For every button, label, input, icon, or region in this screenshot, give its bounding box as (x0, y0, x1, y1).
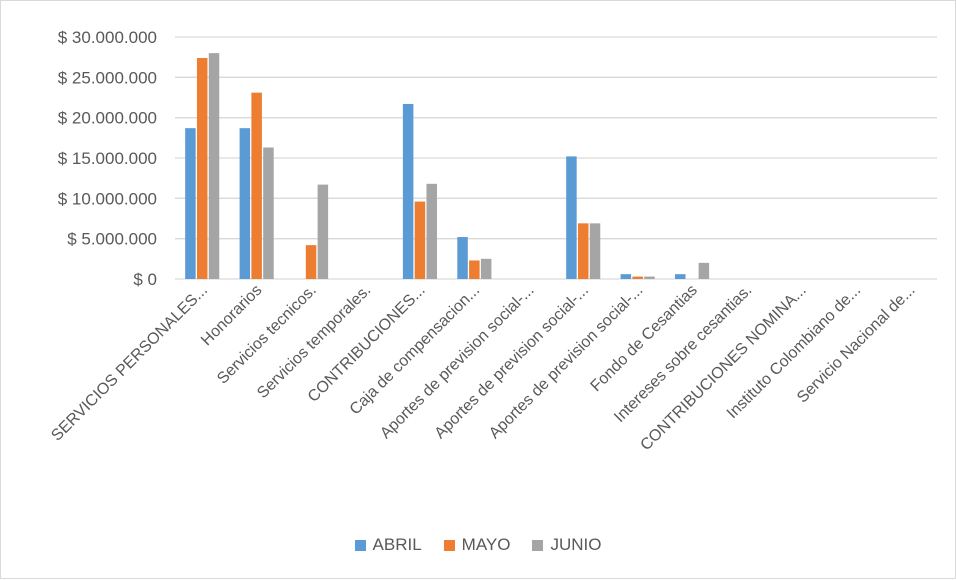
y-tick-label: $ 5.000.000 (67, 230, 157, 249)
y-tick-label: $ 25.000.000 (58, 68, 157, 87)
bar-abril (402, 103, 414, 279)
bar-junio (208, 53, 220, 280)
bar-mayo (251, 92, 262, 279)
bar-mayo (469, 260, 480, 279)
y-tick-label: $ 15.000.000 (58, 149, 157, 168)
bar-junio (263, 147, 274, 279)
bar-mayo (577, 223, 589, 279)
legend-item-mayo: MAYO (443, 535, 511, 555)
bar-abril (620, 274, 632, 279)
bar-junio (589, 223, 601, 279)
bar-abril (566, 156, 577, 279)
bar-junio (317, 184, 329, 279)
legend: ABRIL MAYO JUNIO (0, 533, 956, 557)
legend-swatch (443, 539, 455, 551)
bar-junio (644, 276, 655, 279)
y-tick-label: $ 30.000.000 (58, 28, 157, 47)
legend-label: JUNIO (550, 535, 602, 554)
bar-abril (239, 128, 251, 279)
bar-junio (698, 262, 710, 279)
bar-junio (426, 183, 437, 279)
y-tick-label: $ 20.000.000 (58, 109, 157, 128)
bar-junio (480, 258, 492, 279)
legend-label: MAYO (461, 535, 511, 554)
legend-item-junio: JUNIO (532, 535, 601, 555)
legend-swatch (354, 539, 366, 551)
legend-item-abril: ABRIL (354, 535, 422, 555)
y-tick-label: $ 10.000.000 (58, 189, 157, 208)
legend-swatch (532, 539, 544, 551)
bar-mayo (196, 57, 208, 280)
legend-label: ABRIL (372, 535, 422, 554)
category-label: Servicios tecnicos. (214, 282, 320, 388)
bar-abril (185, 128, 196, 279)
bar-mayo (305, 245, 317, 279)
bar-mayo (414, 201, 426, 279)
bar-abril (675, 274, 686, 279)
y-tick-label: $ 0 (133, 270, 157, 289)
category-label: Fondo de Cesantias (588, 282, 701, 395)
bar-mayo (632, 276, 643, 279)
bar-abril (457, 237, 468, 279)
category-label: SERVICIOS PERSONALES... (48, 282, 211, 445)
